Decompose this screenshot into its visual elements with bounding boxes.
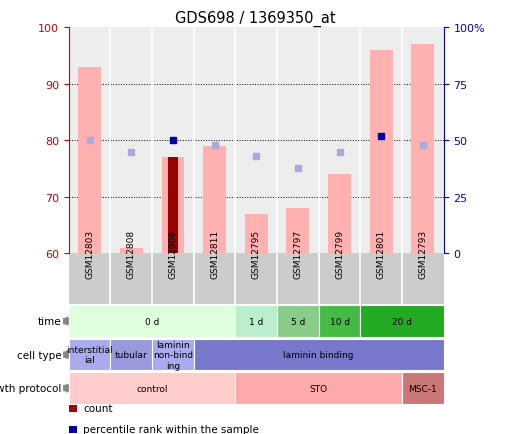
Text: growth protocol: growth protocol xyxy=(0,383,61,393)
Text: GSM12808: GSM12808 xyxy=(127,230,135,279)
Text: GSM12806: GSM12806 xyxy=(168,230,177,279)
Bar xyxy=(401,28,443,254)
Text: cell type: cell type xyxy=(16,350,61,360)
Text: GSM12801: GSM12801 xyxy=(376,230,385,279)
Text: MSC-1: MSC-1 xyxy=(408,384,436,393)
Text: 20 d: 20 d xyxy=(391,317,411,326)
Text: interstitial
ial: interstitial ial xyxy=(66,345,113,365)
Bar xyxy=(78,68,101,254)
Text: laminin
non-bind
ing: laminin non-bind ing xyxy=(153,340,193,370)
Bar xyxy=(286,209,309,254)
Text: GSM12811: GSM12811 xyxy=(210,230,219,279)
Bar xyxy=(360,28,401,254)
Text: GSM12793: GSM12793 xyxy=(417,230,427,279)
Text: 10 d: 10 d xyxy=(329,317,349,326)
Text: GDS698 / 1369350_at: GDS698 / 1369350_at xyxy=(175,11,334,27)
Bar xyxy=(167,158,178,254)
Bar xyxy=(327,175,350,254)
Bar xyxy=(193,28,235,254)
Text: time: time xyxy=(38,316,61,326)
Text: 5 d: 5 d xyxy=(290,317,304,326)
Bar xyxy=(152,28,193,254)
Bar xyxy=(161,158,184,254)
Bar xyxy=(110,28,152,254)
Text: count: count xyxy=(83,404,112,413)
Text: tubular: tubular xyxy=(115,350,148,359)
Bar xyxy=(235,28,276,254)
Bar xyxy=(120,248,143,254)
Bar xyxy=(411,45,434,254)
Text: percentile rank within the sample: percentile rank within the sample xyxy=(83,424,259,434)
Bar xyxy=(69,28,110,254)
Bar xyxy=(369,51,392,254)
Text: 1 d: 1 d xyxy=(248,317,263,326)
Text: control: control xyxy=(136,384,167,393)
Bar xyxy=(318,28,360,254)
Text: GSM12797: GSM12797 xyxy=(293,230,302,279)
Text: GSM12803: GSM12803 xyxy=(85,230,94,279)
Text: laminin binding: laminin binding xyxy=(283,350,353,359)
Bar xyxy=(276,28,318,254)
Bar xyxy=(244,214,267,254)
Bar xyxy=(203,147,225,254)
Text: STO: STO xyxy=(309,384,327,393)
Text: 0 d: 0 d xyxy=(145,317,159,326)
Text: GSM12795: GSM12795 xyxy=(251,230,260,279)
Text: GSM12799: GSM12799 xyxy=(334,230,344,279)
